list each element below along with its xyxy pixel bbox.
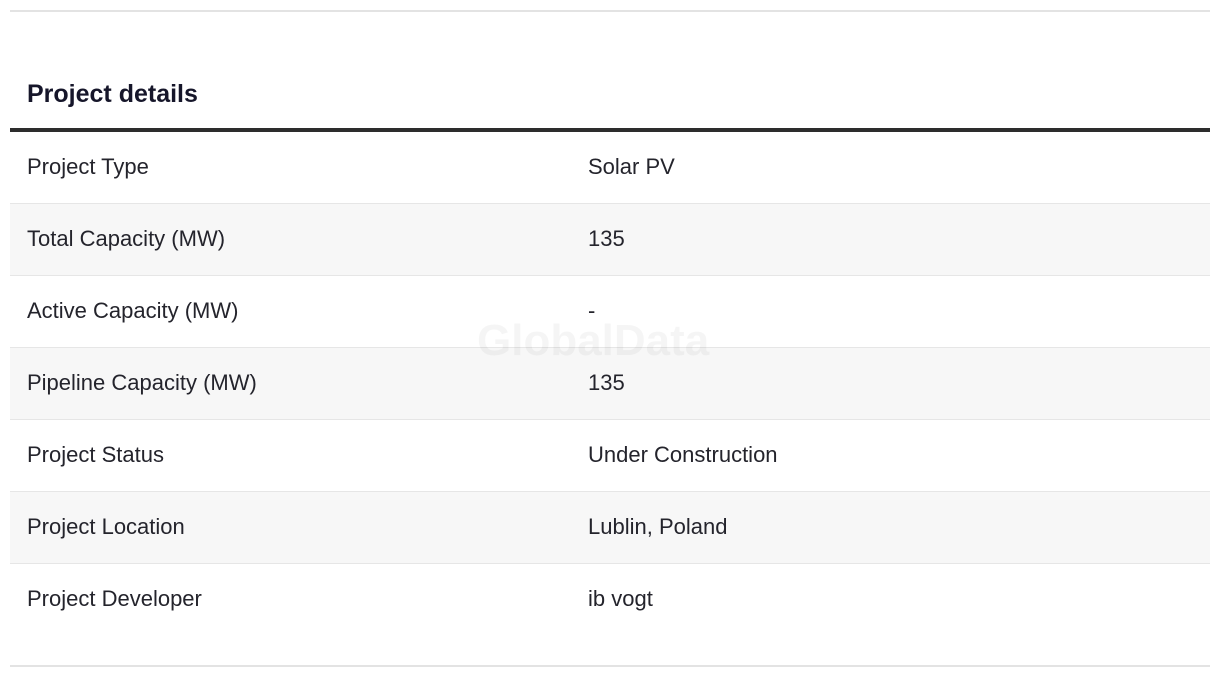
row-value: 135 <box>588 370 625 395</box>
row-value: 135 <box>588 226 625 251</box>
table-row: Project Type Solar PV <box>10 132 1210 204</box>
row-value: Under Construction <box>588 442 778 467</box>
table-row: Project Location Lublin, Poland <box>10 492 1210 564</box>
row-label: Pipeline Capacity (MW) <box>27 370 257 395</box>
row-value: Solar PV <box>588 154 675 179</box>
table-row: Active Capacity (MW) - <box>10 276 1210 348</box>
table-row: Pipeline Capacity (MW) 135 <box>10 348 1210 420</box>
table-row: Total Capacity (MW) 135 <box>10 204 1210 276</box>
section-title: Project details <box>27 80 198 108</box>
row-label: Project Location <box>27 514 185 539</box>
row-label: Project Status <box>27 442 164 467</box>
bottom-divider <box>10 665 1210 667</box>
row-label: Project Developer <box>27 586 202 611</box>
table-row: Project Status Under Construction <box>10 420 1210 492</box>
row-value: ib vogt <box>588 586 653 611</box>
project-details-table: Project Type Solar PV Total Capacity (MW)… <box>10 128 1210 635</box>
row-value: - <box>588 298 596 323</box>
row-label: Project Type <box>27 154 149 179</box>
row-label: Total Capacity (MW) <box>27 226 226 251</box>
row-value: Lublin, Poland <box>588 514 728 539</box>
top-divider <box>10 10 1210 12</box>
row-label: Active Capacity (MW) <box>27 298 239 323</box>
table-row: Project Developer ib vogt <box>10 564 1210 635</box>
